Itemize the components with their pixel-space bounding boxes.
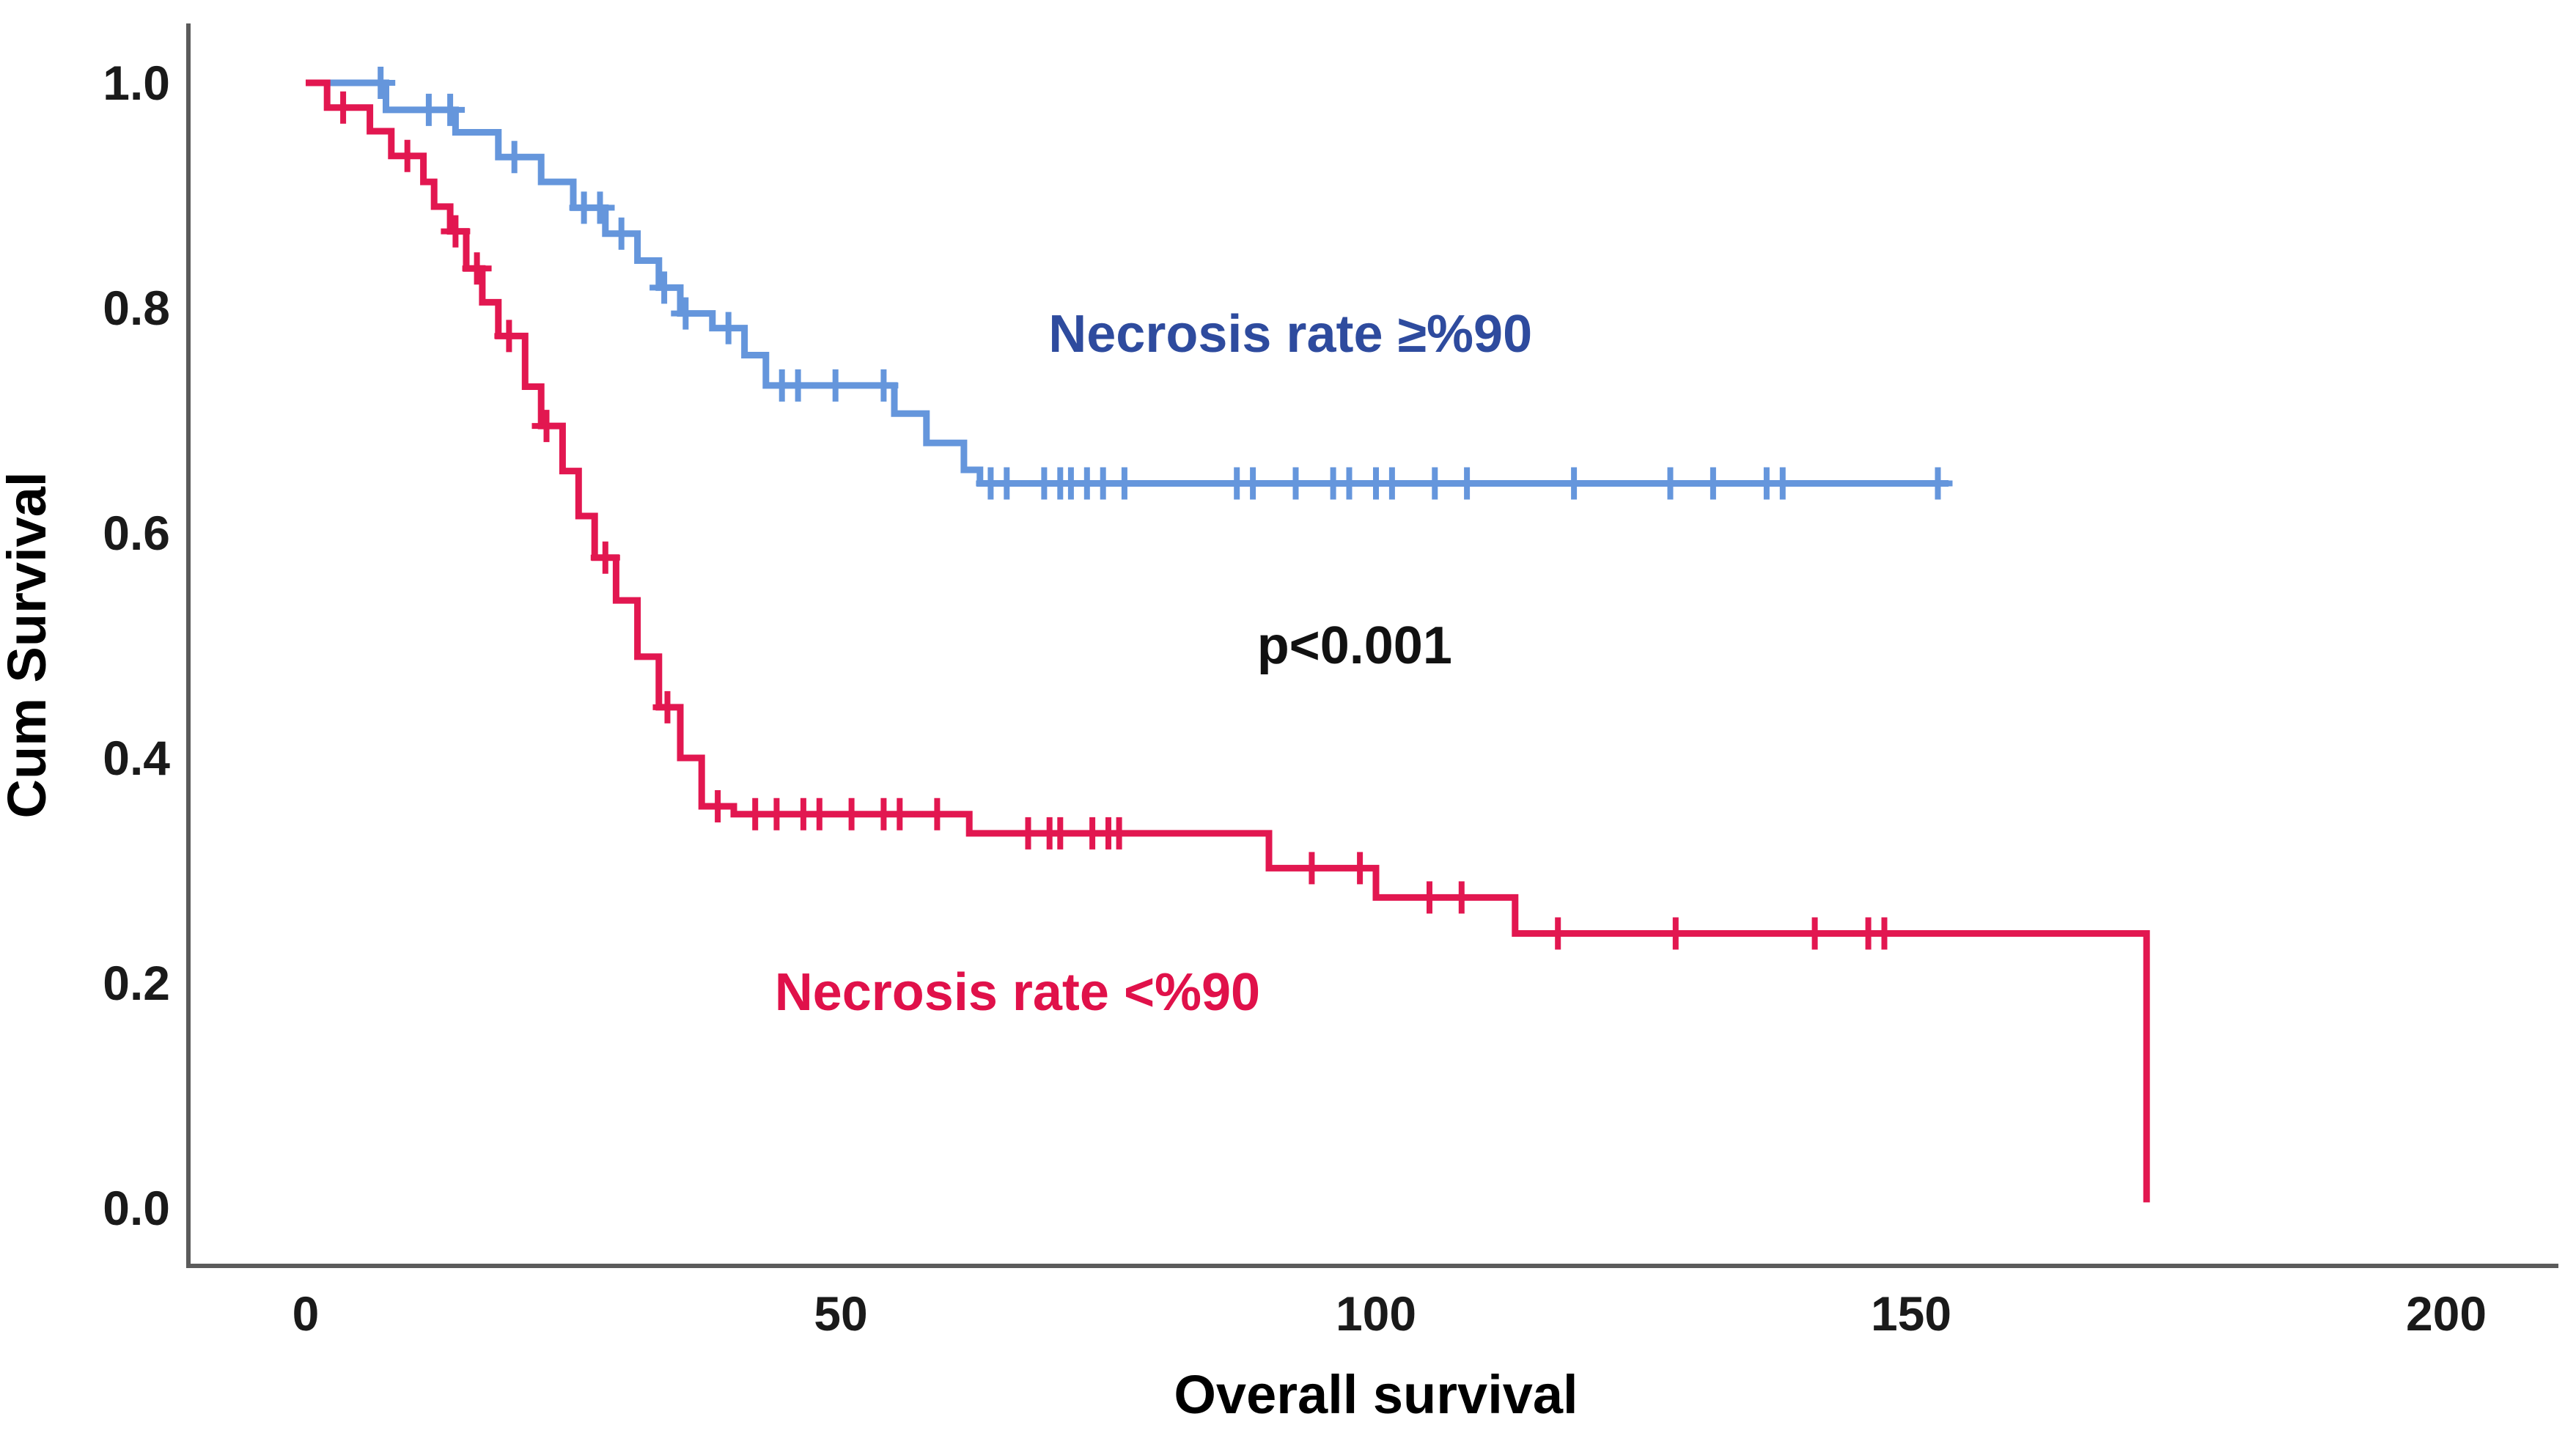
km-curve-low — [306, 79, 2150, 1203]
y-tick-label: 0.6 — [103, 506, 170, 560]
x-tick-label: 50 — [814, 1286, 867, 1341]
y-tick-labels: 0.0 0.2 0.4 0.6 0.8 1.0 — [103, 56, 170, 1235]
axes — [186, 23, 2558, 1268]
annotation-p-value: p<0.001 — [1257, 616, 1452, 675]
km-censor-marks-low — [328, 91, 1899, 950]
x-tick-label: 0 — [292, 1286, 320, 1341]
survival-curves — [306, 67, 2150, 1203]
y-tick-label: 0.0 — [103, 1181, 170, 1235]
y-tick-label: 0.4 — [103, 731, 170, 785]
x-axis-title: Overall survival — [1174, 1364, 1578, 1425]
y-tick-label: 0.2 — [103, 956, 170, 1010]
annotation-low-group-label: Necrosis rate <%90 — [775, 963, 1260, 1022]
y-axis-title: Cum Survival — [0, 472, 57, 819]
y-tick-label: 0.8 — [103, 281, 170, 335]
x-tick-label: 100 — [1336, 1286, 1416, 1341]
x-tick-label: 200 — [2406, 1286, 2487, 1341]
y-tick-label: 1.0 — [103, 56, 170, 110]
km-censor-marks-high — [366, 67, 1953, 500]
x-tick-label: 150 — [1871, 1286, 1951, 1341]
annotation-high-group-label: Necrosis rate ≥%90 — [1048, 305, 1532, 364]
x-tick-labels: 0 50 100 150 200 — [292, 1286, 2487, 1341]
